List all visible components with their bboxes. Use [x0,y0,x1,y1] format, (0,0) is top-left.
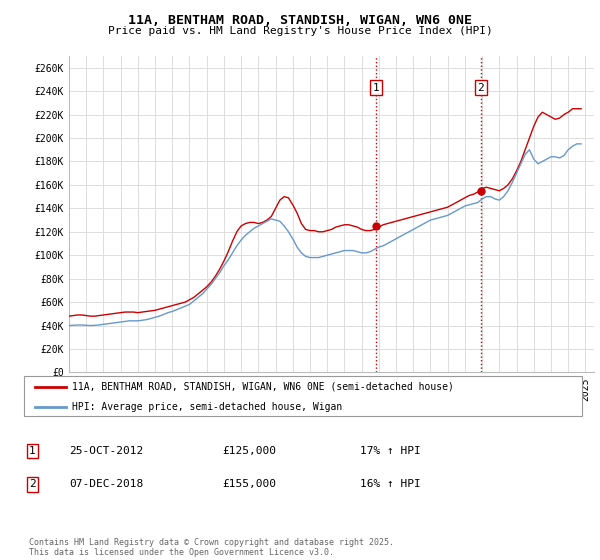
Text: 07-DEC-2018: 07-DEC-2018 [69,479,143,489]
Text: 17% ↑ HPI: 17% ↑ HPI [360,446,421,456]
Text: 11A, BENTHAM ROAD, STANDISH, WIGAN, WN6 0NE (semi-detached house): 11A, BENTHAM ROAD, STANDISH, WIGAN, WN6 … [71,381,454,391]
FancyBboxPatch shape [24,376,582,417]
Text: £155,000: £155,000 [222,479,276,489]
Text: 1: 1 [29,446,35,456]
Text: 2: 2 [29,479,35,489]
Text: Contains HM Land Registry data © Crown copyright and database right 2025.
This d: Contains HM Land Registry data © Crown c… [29,538,394,557]
Text: 11A, BENTHAM ROAD, STANDISH, WIGAN, WN6 0NE: 11A, BENTHAM ROAD, STANDISH, WIGAN, WN6 … [128,14,472,27]
Text: 1: 1 [373,83,379,92]
Text: HPI: Average price, semi-detached house, Wigan: HPI: Average price, semi-detached house,… [71,402,342,412]
Text: 2: 2 [478,83,484,92]
Text: 16% ↑ HPI: 16% ↑ HPI [360,479,421,489]
Text: 25-OCT-2012: 25-OCT-2012 [69,446,143,456]
Text: £125,000: £125,000 [222,446,276,456]
Text: Price paid vs. HM Land Registry's House Price Index (HPI): Price paid vs. HM Land Registry's House … [107,26,493,36]
